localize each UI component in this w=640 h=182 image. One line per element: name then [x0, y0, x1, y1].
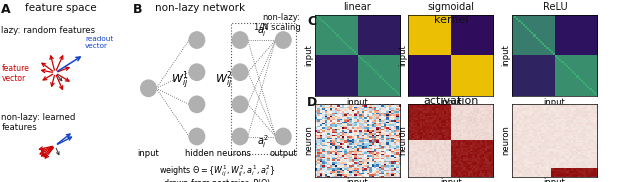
Circle shape: [232, 96, 248, 112]
Text: feature space: feature space: [25, 3, 97, 13]
Circle shape: [189, 64, 205, 80]
Y-axis label: input: input: [305, 45, 314, 66]
Y-axis label: input: input: [398, 45, 407, 66]
Circle shape: [232, 128, 248, 145]
Circle shape: [232, 64, 248, 80]
Circle shape: [275, 128, 291, 145]
Text: weights $\Theta = \{W^1_{ij}, W^2_{ij}, a^1_i, a^2_i\}$: weights $\Theta = \{W^1_{ij}, W^2_{ij}, …: [159, 164, 276, 179]
Y-axis label: neuron: neuron: [398, 125, 407, 155]
X-axis label: input: input: [347, 178, 368, 182]
Circle shape: [189, 128, 205, 145]
X-axis label: input: input: [347, 98, 368, 107]
Text: $W^1_{ij}$: $W^1_{ij}$: [171, 70, 189, 92]
Text: $W^2_{ij}$: $W^2_{ij}$: [214, 70, 232, 92]
Text: activation: activation: [424, 96, 479, 106]
Text: C: C: [307, 15, 316, 27]
Text: $a^1_i$: $a^1_i$: [257, 23, 269, 39]
Text: $a^2_i$: $a^2_i$: [257, 134, 269, 150]
X-axis label: input: input: [544, 178, 565, 182]
Text: lazy: random features: lazy: random features: [1, 26, 95, 35]
Circle shape: [189, 32, 205, 48]
Y-axis label: neuron: neuron: [502, 125, 511, 155]
Circle shape: [232, 32, 248, 48]
Text: drawn from posterior  $P(\Theta)$: drawn from posterior $P(\Theta)$: [163, 177, 272, 182]
Text: sigmoidal: sigmoidal: [428, 2, 475, 12]
Circle shape: [275, 32, 291, 48]
X-axis label: input: input: [544, 98, 565, 107]
X-axis label: input: input: [440, 98, 461, 107]
Text: D: D: [307, 96, 317, 109]
Y-axis label: neuron: neuron: [305, 125, 314, 155]
Text: non-lazy network: non-lazy network: [156, 3, 246, 13]
Text: kernel: kernel: [434, 15, 468, 25]
Text: input: input: [138, 149, 159, 158]
Text: feature
vector: feature vector: [1, 64, 29, 83]
Text: A: A: [1, 3, 11, 16]
Text: hidden neurons: hidden neurons: [186, 149, 252, 158]
Text: linear: linear: [343, 2, 371, 12]
Circle shape: [141, 80, 156, 96]
Text: non-lazy: learned
features: non-lazy: learned features: [1, 113, 76, 132]
Circle shape: [189, 96, 205, 112]
Text: B: B: [133, 3, 143, 16]
Y-axis label: input: input: [502, 45, 511, 66]
Text: ReLU: ReLU: [543, 2, 567, 12]
Text: readout
vector: readout vector: [85, 36, 113, 49]
Text: non-lazy:
1/N scaling: non-lazy: 1/N scaling: [254, 13, 301, 32]
X-axis label: input: input: [440, 178, 461, 182]
Text: output: output: [269, 149, 297, 158]
